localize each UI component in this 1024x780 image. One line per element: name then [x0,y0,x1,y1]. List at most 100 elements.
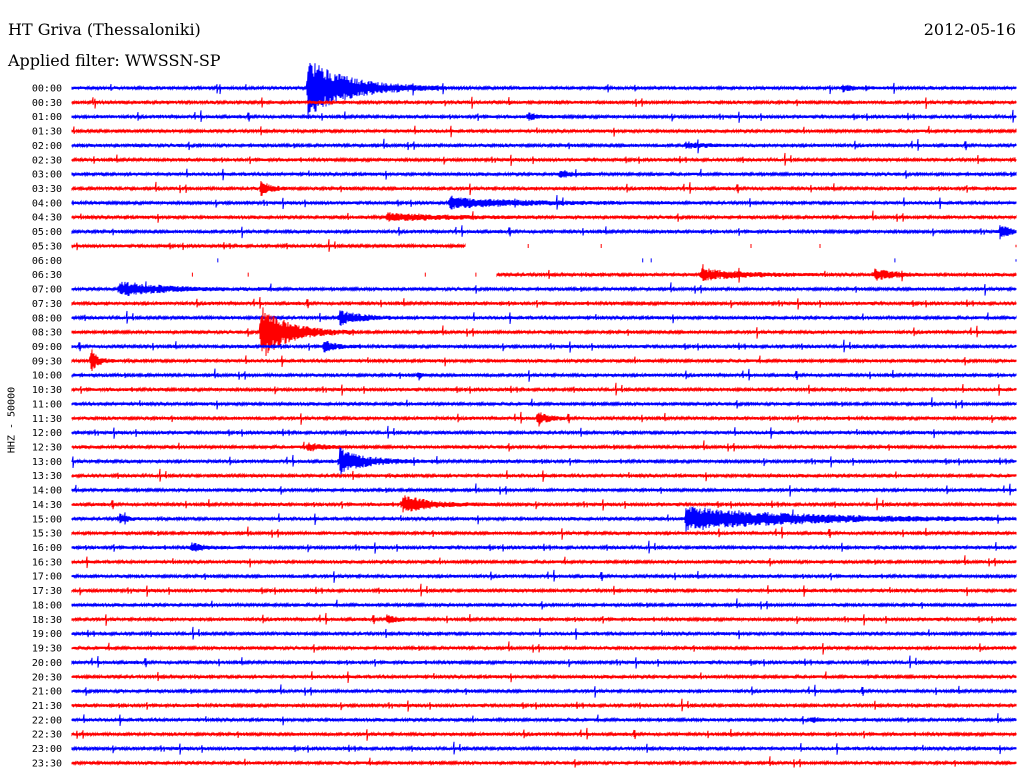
trace-line [191,264,1017,283]
time-label: 07:00 [32,285,62,296]
trace-layer [71,62,1017,768]
trace-line [71,598,1017,610]
time-label: 02:30 [32,155,62,166]
trace-line [71,698,1017,712]
station-title: HT Griva (Thessaloniki) [8,20,201,39]
trace-line [71,368,1017,382]
time-label: 19:30 [32,644,62,655]
time-label: 17:30 [32,586,62,597]
trace-line [71,239,1017,252]
trace-line [71,612,1017,626]
trace-line [71,671,1017,683]
time-label: 10:00 [32,371,62,382]
trace-line [71,195,1017,210]
time-label: 06:30 [32,270,62,281]
trace-line [71,583,1017,597]
trace-line [71,310,1017,326]
time-label: 11:30 [32,414,62,425]
trace-line [71,349,1017,372]
trace-line [71,440,1017,452]
trace-line [71,210,1017,223]
time-label: 08:00 [32,313,62,324]
time-label: 15:00 [32,514,62,525]
time-label: 07:30 [32,299,62,310]
time-label: 12:30 [32,443,62,454]
time-label: 09:00 [32,342,62,353]
time-label: 04:00 [32,198,62,209]
trace-line [71,713,1017,726]
time-label: 22:00 [32,715,62,726]
trace-line [71,641,1017,655]
trace-line [71,96,1017,109]
trace-line [71,225,1017,240]
trace-line [71,109,1017,123]
time-label: 03:30 [32,184,62,195]
trace-line [71,411,1017,427]
time-label: 04:30 [32,213,62,224]
time-label: 09:30 [32,356,62,367]
trace-line [71,138,1017,154]
time-label-layer: 00:00 00:30 01:00 01:30 02:00 02:30 03:00 03:30… [32,84,62,770]
time-label: 14:30 [32,500,62,511]
time-label: 01:30 [32,127,62,138]
time-label: 23:00 [32,744,62,755]
trace-line [217,258,1017,263]
time-label: 13:00 [32,457,62,468]
time-label: 01:00 [32,112,62,123]
time-label: 22:30 [32,730,62,741]
trace-line [71,297,1017,310]
time-label: 23:30 [32,758,62,769]
trace-line [71,569,1017,583]
time-label: 05:00 [32,227,62,238]
trace-line [71,168,1017,181]
time-label: 05:30 [32,241,62,252]
time-label: 15:30 [32,529,62,540]
time-label: 16:00 [32,543,62,554]
trace-line [71,626,1017,640]
time-label: 08:30 [32,328,62,339]
time-label: 12:00 [32,428,62,439]
time-label: 21:00 [32,687,62,698]
trace-line [71,447,1017,478]
time-label: 14:00 [32,486,62,497]
trace-line [71,339,1017,353]
trace-line [71,483,1017,497]
time-label: 18:00 [32,600,62,611]
trace-line [71,506,1017,533]
time-label: 02:00 [32,141,62,152]
trace-line [71,281,1017,297]
trace-line [71,468,1017,482]
trace-line [71,425,1017,439]
time-label: 03:00 [32,170,62,181]
trace-line [71,684,1017,698]
time-label: 00:00 [32,84,62,95]
time-label: 20:00 [32,658,62,669]
time-label: 17:00 [32,572,62,583]
time-label: 10:30 [32,385,62,396]
trace-line [71,180,1017,196]
trace-line [71,756,1017,768]
trace-line [71,382,1017,396]
time-label: 21:30 [32,701,62,712]
trace-line [71,397,1017,410]
time-label: 16:30 [32,557,62,568]
filter-label: Applied filter: WWSSN-SP [8,51,221,70]
trace-line [71,741,1017,755]
time-label: 11:00 [32,399,62,410]
trace-line [71,540,1017,554]
trace-line [71,62,1017,119]
trace-line [71,555,1017,569]
trace-line [71,125,1017,138]
date-label: 2012-05-16 [923,20,1016,39]
trace-line [71,307,1017,357]
trace-line [71,152,1017,166]
time-label: 18:30 [32,615,62,626]
time-label: 06:00 [32,256,62,267]
time-label: 20:30 [32,672,62,683]
time-label: 13:30 [32,471,62,482]
trace-line [71,526,1017,540]
trace-line [71,727,1017,741]
time-label: 19:00 [32,629,62,640]
trace-line [71,655,1017,669]
